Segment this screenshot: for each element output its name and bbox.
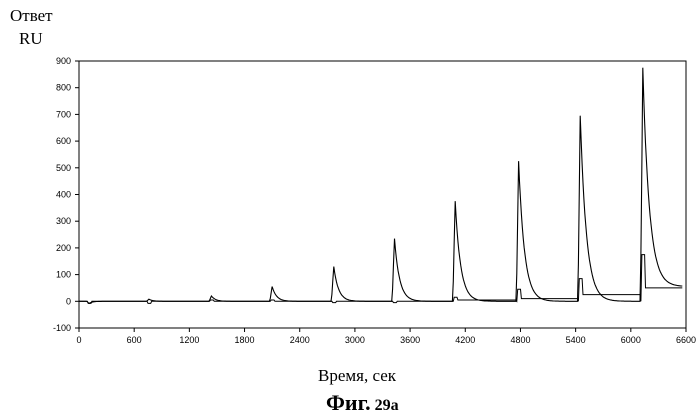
figure-caption-number: 29а: [375, 397, 399, 414]
y-tick-label: 800: [56, 83, 71, 93]
y-tick-label: 200: [56, 243, 71, 253]
x-tick-label: 3600: [400, 335, 420, 345]
y-tick-label: 400: [56, 190, 71, 200]
x-tick-label: 6000: [621, 335, 641, 345]
y-tick-label: 300: [56, 216, 71, 226]
x-tick-label: 1800: [235, 335, 255, 345]
x-tick-label: 5400: [566, 335, 586, 345]
x-tick-label: 3000: [345, 335, 365, 345]
y-tick-label: 500: [56, 163, 71, 173]
x-tick-label: 1200: [179, 335, 199, 345]
y-tick-label: -100: [53, 323, 71, 333]
x-tick-label: 2400: [290, 335, 310, 345]
y-tick-label: 100: [56, 270, 71, 280]
plot-area: -100 0 100 200 300 400 500 600 700 800 900 0 600 1200…: [0, 0, 699, 370]
y-tick-label: 900: [56, 56, 71, 66]
series-1-line: [79, 68, 682, 304]
series-2-line: [79, 255, 682, 304]
x-tick-label: 4800: [510, 335, 530, 345]
y-tick-label: 0: [66, 296, 71, 306]
x-tick-label: 6600: [676, 335, 696, 345]
x-tick-label: 600: [127, 335, 142, 345]
figure-caption-main: Фиг.: [326, 390, 371, 415]
y-tick-label: 700: [56, 109, 71, 119]
x-axis-label: Время, сек: [318, 366, 396, 386]
plot-frame: [79, 61, 686, 328]
y-tick-label: 600: [56, 136, 71, 146]
x-tick-label: 0: [76, 335, 81, 345]
figure-caption: Фиг. 29а: [326, 390, 399, 416]
x-tick-label: 4200: [455, 335, 475, 345]
